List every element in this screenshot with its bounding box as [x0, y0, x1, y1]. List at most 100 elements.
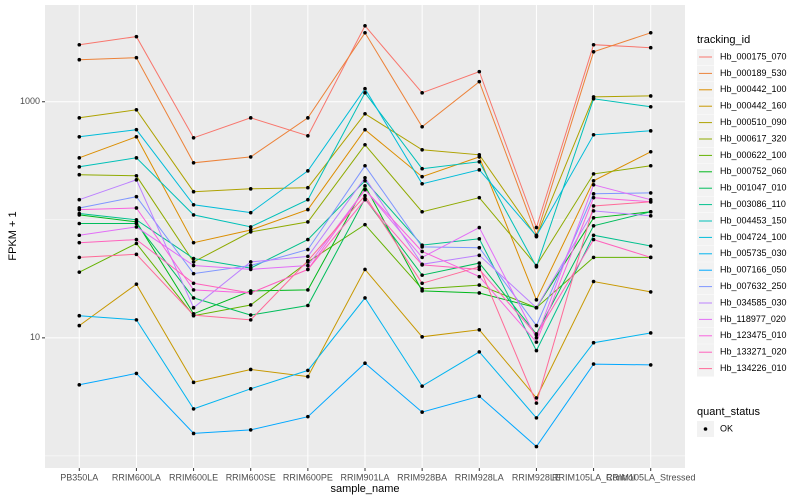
data-point	[363, 193, 367, 198]
y-tick-label: 1000	[20, 96, 40, 106]
data-point	[420, 263, 424, 267]
data-point	[363, 111, 367, 116]
data-point	[306, 133, 310, 138]
data-point	[77, 207, 82, 212]
data-point	[248, 187, 253, 191]
data-point	[306, 368, 310, 373]
data-point	[591, 209, 596, 213]
data-point	[134, 225, 139, 229]
legend-label: Hb_004724_100	[720, 232, 787, 242]
data-point	[477, 69, 482, 74]
data-point	[77, 211, 82, 216]
data-point	[77, 156, 82, 160]
data-point	[306, 288, 310, 292]
data-point	[648, 104, 653, 109]
data-point	[191, 271, 196, 276]
y-tick-label: 10	[30, 332, 40, 342]
data-point	[191, 203, 196, 207]
data-point	[248, 303, 253, 307]
legend-label: OK	[720, 423, 733, 433]
data-point	[191, 288, 196, 292]
data-point	[477, 394, 482, 399]
data-point	[591, 204, 596, 208]
data-point	[248, 318, 253, 322]
legend-label: Hb_133271_020	[720, 347, 787, 357]
data-point	[420, 174, 424, 179]
data-point	[591, 195, 596, 200]
data-point	[363, 361, 367, 366]
data-point	[306, 414, 310, 419]
data-point	[477, 168, 482, 172]
data-point	[591, 237, 596, 242]
data-point	[134, 371, 139, 376]
legend-label: Hb_134226_010	[720, 363, 787, 373]
data-point	[591, 49, 596, 54]
data-point	[134, 173, 139, 178]
data-point	[363, 197, 367, 202]
data-point	[77, 134, 82, 139]
data-point	[306, 267, 310, 272]
data-point	[191, 263, 196, 268]
x-tick-label: RRIM928LE	[512, 472, 561, 482]
legend-label: Hb_007632_250	[720, 281, 787, 291]
data-point	[477, 291, 482, 295]
data-point	[591, 182, 596, 187]
data-point	[363, 86, 367, 91]
data-point	[134, 206, 139, 210]
data-point	[134, 252, 139, 257]
data-point	[134, 127, 139, 132]
data-point	[477, 237, 482, 241]
data-point	[420, 335, 424, 339]
data-point	[591, 96, 596, 101]
data-point	[191, 136, 196, 140]
data-point	[248, 267, 253, 272]
data-point	[648, 209, 653, 214]
legend-label: Hb_000622_100	[720, 150, 787, 160]
data-point	[134, 134, 139, 139]
data-point	[363, 178, 367, 183]
data-point	[248, 225, 253, 229]
data-point	[306, 207, 310, 212]
data-point	[477, 261, 482, 265]
data-point	[591, 362, 596, 366]
data-point	[591, 215, 596, 220]
data-point	[134, 221, 139, 226]
data-point	[134, 218, 139, 222]
data-point	[648, 45, 653, 50]
data-point	[477, 267, 482, 272]
legend-label: Hb_000617_320	[720, 133, 787, 143]
data-point	[77, 42, 82, 47]
data-point	[534, 348, 539, 353]
data-point	[248, 428, 253, 432]
data-point	[420, 181, 424, 186]
data-point	[420, 249, 424, 254]
data-point	[534, 336, 539, 340]
legend-swatch	[703, 427, 708, 431]
data-point	[134, 156, 139, 160]
data-point	[191, 240, 196, 245]
data-point	[134, 237, 139, 242]
data-point	[534, 305, 539, 310]
data-point	[134, 34, 139, 39]
data-point	[306, 263, 310, 268]
data-point	[306, 374, 310, 379]
data-point	[306, 247, 310, 252]
x-tick-label: RRIM901LA	[340, 472, 389, 482]
data-point	[248, 230, 253, 234]
data-point	[248, 116, 253, 120]
data-point	[306, 169, 310, 173]
data-point	[477, 264, 482, 269]
y-axis-title: FPKM + 1	[7, 211, 19, 260]
data-point	[363, 127, 367, 132]
legend-label: Hb_003086_110	[720, 199, 786, 209]
data-point	[363, 184, 367, 188]
data-point	[248, 367, 253, 372]
data-point	[306, 258, 310, 263]
data-point	[191, 296, 196, 300]
data-point	[648, 363, 653, 367]
x-tick-label: RRIM600LE	[169, 472, 218, 482]
data-point	[363, 296, 367, 300]
data-point	[134, 241, 139, 246]
data-point	[191, 431, 196, 436]
data-point	[363, 267, 367, 272]
